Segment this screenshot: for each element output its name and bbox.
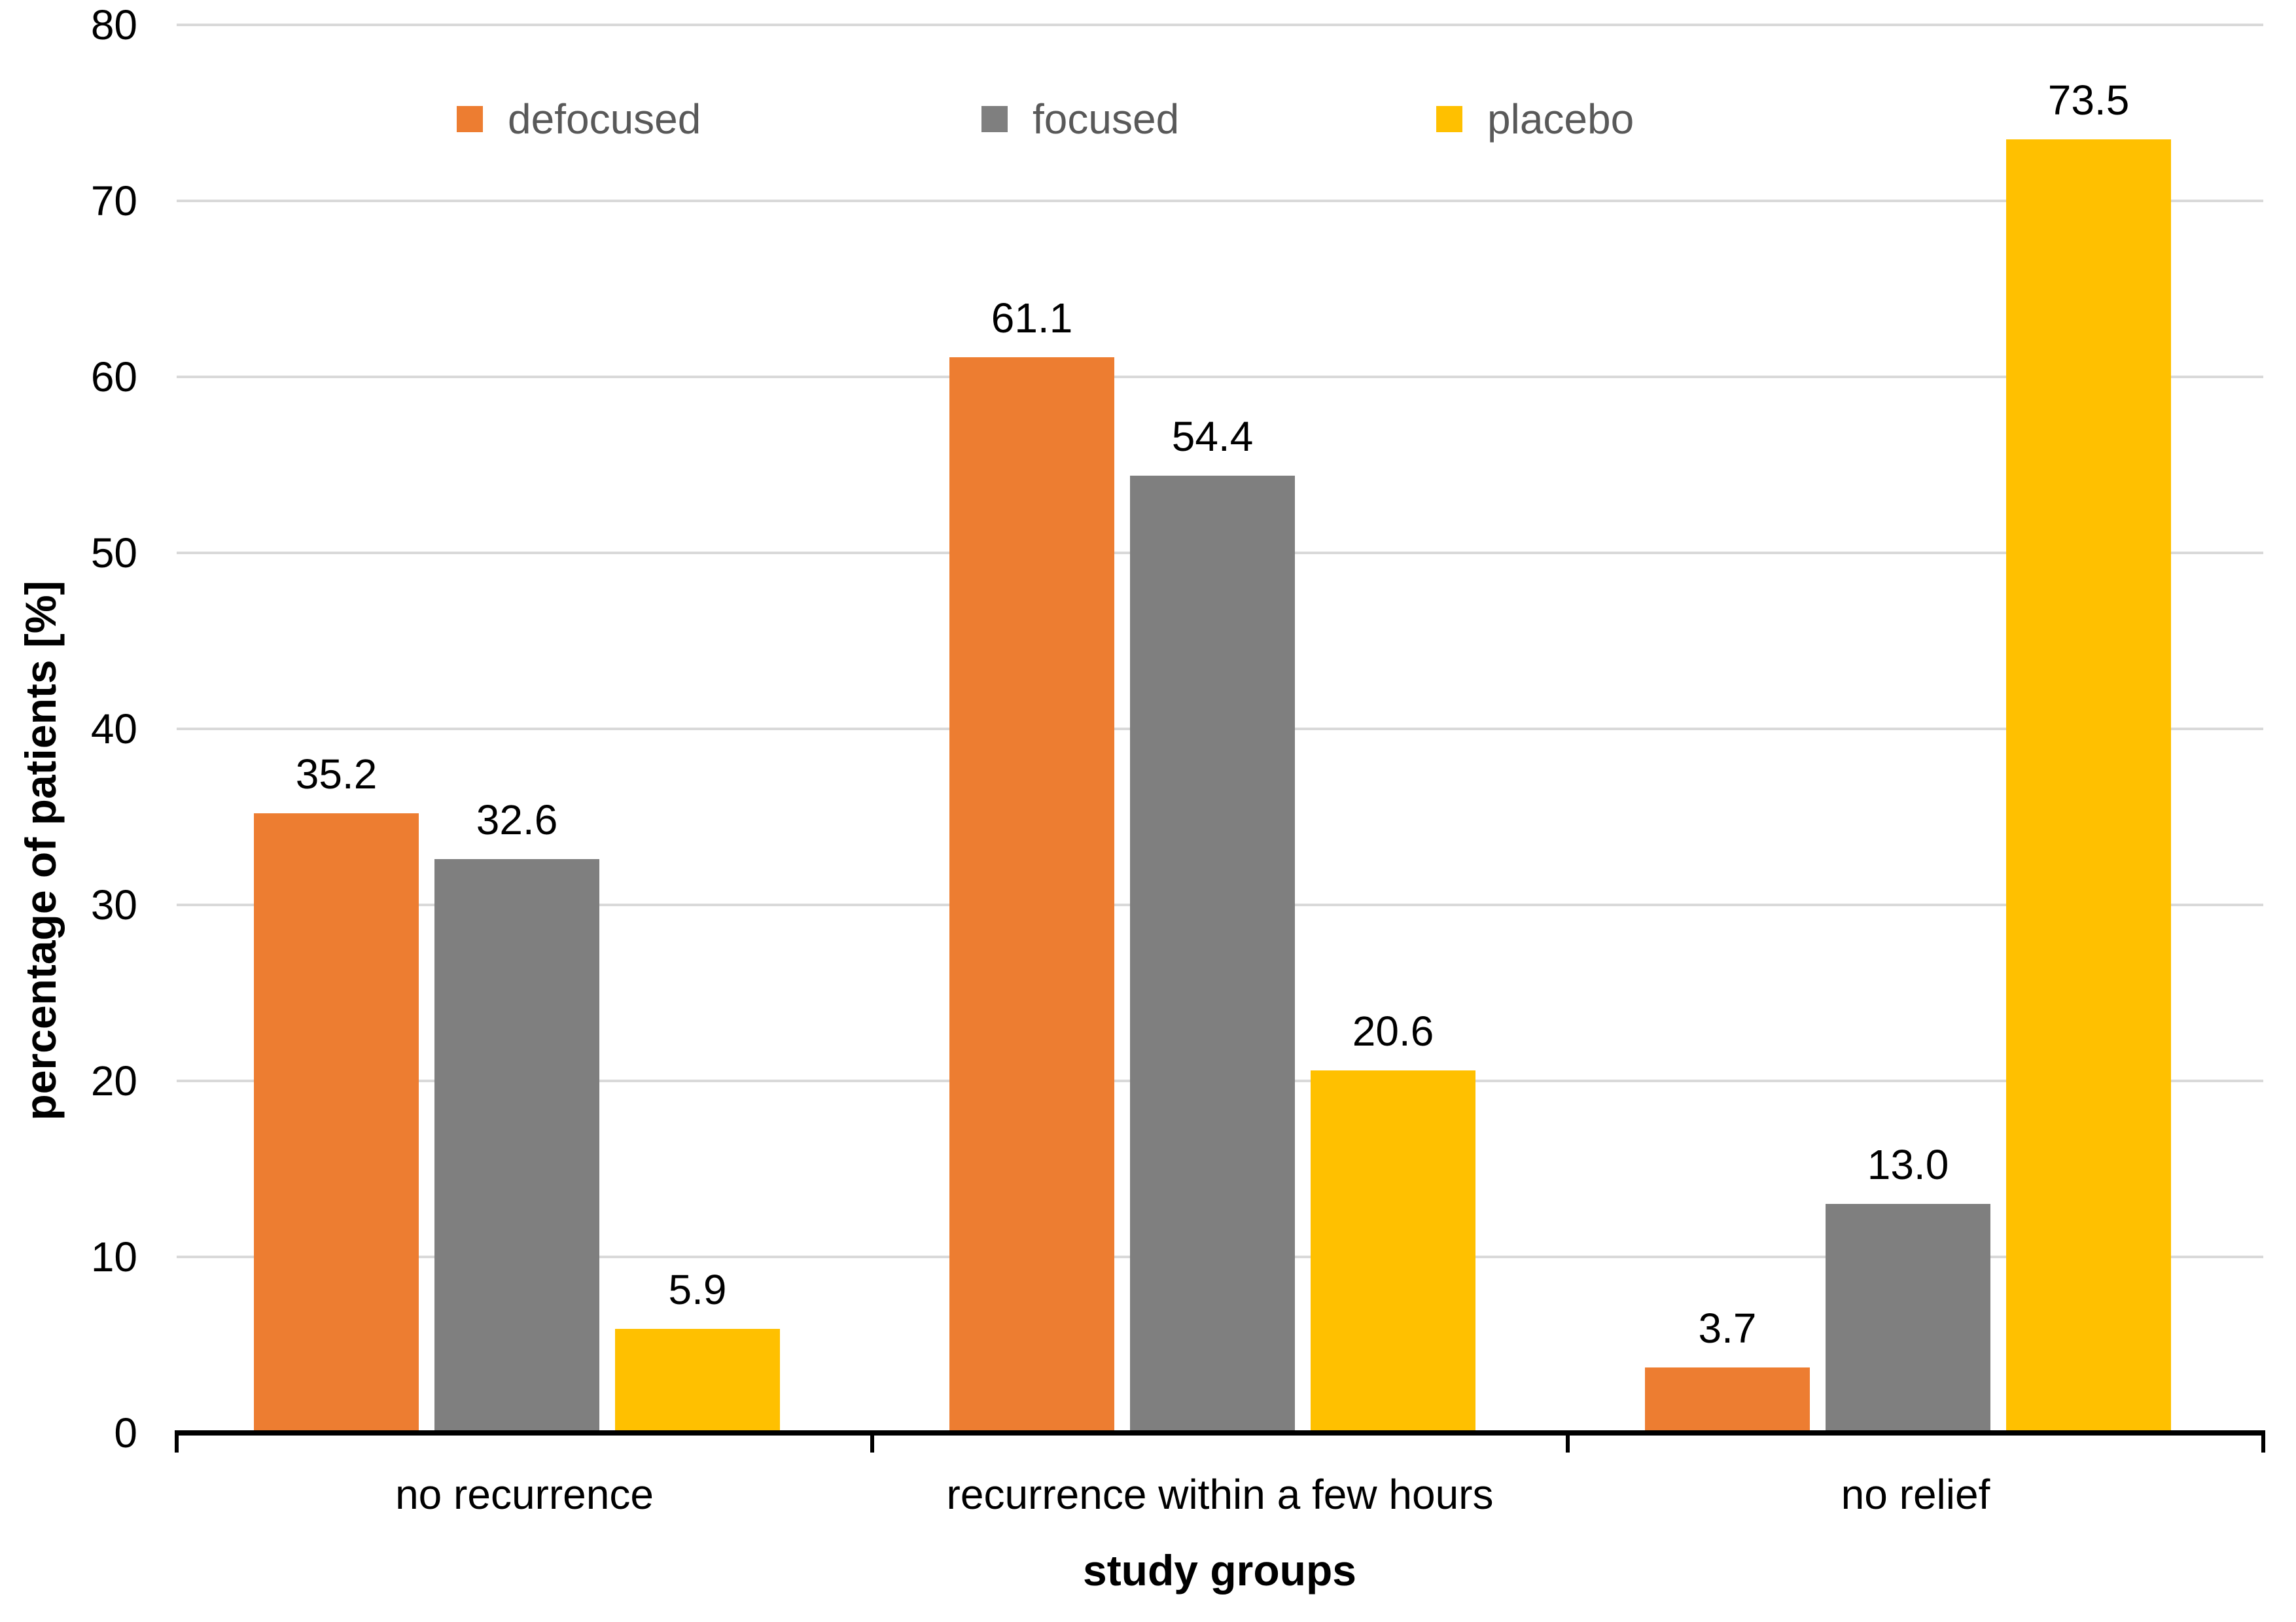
y-tick-label-50: 50 xyxy=(90,529,137,576)
x-axis-tick-1 xyxy=(870,1433,874,1453)
x-category-label-1: recurrence within a few hours xyxy=(946,1471,1494,1518)
x-axis-line xyxy=(175,1430,2265,1436)
y-tick-label-70: 70 xyxy=(90,177,137,224)
bar-defocused-1 xyxy=(949,357,1114,1433)
legend-marker-focused-icon xyxy=(981,106,1008,132)
x-axis-tick-0 xyxy=(175,1433,179,1453)
gridline-70 xyxy=(177,200,2263,202)
legend-label-placebo: placebo xyxy=(1487,96,1634,143)
y-tick-label-30: 30 xyxy=(90,881,137,928)
y-tick-label-0: 0 xyxy=(114,1409,137,1456)
bar-defocused-0 xyxy=(254,813,419,1433)
bar-focused-1 xyxy=(1130,475,1295,1433)
bar-focused-2 xyxy=(1826,1204,1990,1433)
gridline-60 xyxy=(177,376,2263,378)
legend-marker-placebo-icon xyxy=(1436,106,1462,132)
y-axis-title: percentage of patients [%] xyxy=(16,580,65,1121)
bar-placebo-0 xyxy=(615,1329,780,1433)
bar-placebo-1 xyxy=(1311,1070,1475,1433)
legend-item-focused: focused xyxy=(981,96,1179,143)
x-category-label-0: no recurrence xyxy=(395,1471,654,1518)
y-tick-label-10: 10 xyxy=(90,1233,137,1280)
y-tick-label-20: 20 xyxy=(90,1057,137,1104)
bar-focused-0 xyxy=(434,859,599,1433)
bar-value-label-focused-0: 32.6 xyxy=(476,796,558,844)
bar-value-label-defocused-1: 61.1 xyxy=(991,294,1073,342)
legend-item-placebo: placebo xyxy=(1436,96,1634,143)
bar-value-label-placebo-2: 73.5 xyxy=(2047,76,2130,124)
bar-value-label-focused-2: 13.0 xyxy=(1867,1141,1949,1189)
y-tick-label-40: 40 xyxy=(90,705,137,752)
bar-value-label-placebo-1: 20.6 xyxy=(1352,1007,1434,1055)
gridline-80 xyxy=(177,24,2263,26)
bar-value-label-defocused-0: 35.2 xyxy=(295,750,378,798)
legend-label-defocused: defocused xyxy=(508,96,701,143)
y-tick-label-80: 80 xyxy=(90,1,137,48)
legend-label-focused: focused xyxy=(1033,96,1180,143)
x-axis-tick-2 xyxy=(1566,1433,1570,1453)
legend-item-defocused: defocused xyxy=(457,96,701,143)
x-category-label-2: no relief xyxy=(1841,1471,1990,1518)
bar-value-label-placebo-0: 5.9 xyxy=(668,1266,727,1314)
bar-placebo-2 xyxy=(2006,139,2171,1433)
bar-value-label-defocused-2: 3.7 xyxy=(1698,1305,1757,1352)
bar-defocused-2 xyxy=(1645,1367,1810,1433)
x-axis-title: study groups xyxy=(1082,1546,1357,1595)
bar-value-label-focused-1: 54.4 xyxy=(1171,412,1254,460)
x-axis-tick-3 xyxy=(2261,1433,2265,1453)
y-tick-label-60: 60 xyxy=(90,353,137,400)
legend-marker-defocused-icon xyxy=(457,106,483,132)
